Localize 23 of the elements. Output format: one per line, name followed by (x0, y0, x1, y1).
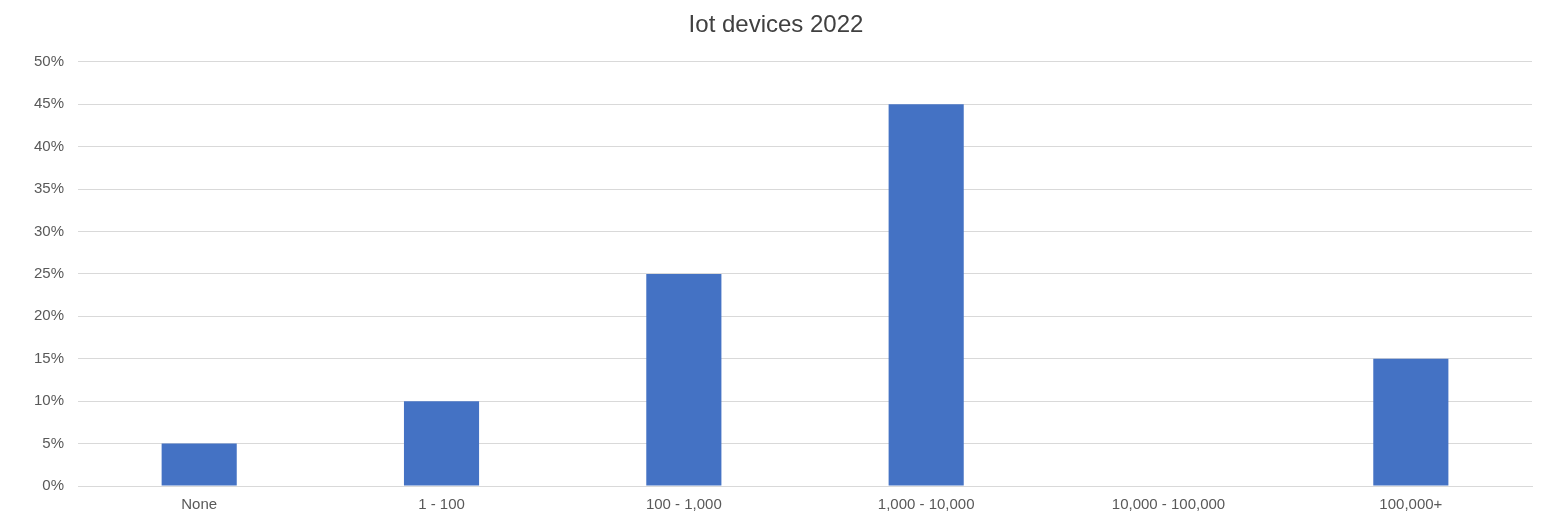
y-tick-label: 25% (33, 264, 65, 282)
bar (1373, 358, 1449, 486)
x-tick-label: 100 - 1,000 (645, 495, 722, 513)
bar (403, 401, 480, 486)
bar (646, 273, 722, 486)
x-tick-label: 10,000 - 100,000 (1111, 495, 1226, 513)
y-tick-label: 20% (33, 306, 65, 324)
y-tick-label: 50% (33, 51, 65, 69)
y-tick-label: 45% (33, 94, 65, 112)
x-tick-label: 100,000+ (1379, 495, 1443, 513)
y-tick-label: 10% (33, 391, 65, 409)
y-tick-label: 30% (33, 221, 65, 239)
y-tick-label: 40% (33, 136, 65, 154)
y-tick-label: 15% (33, 348, 65, 366)
bar (161, 443, 237, 486)
x-tick-label: 1 - 100 (418, 495, 465, 513)
y-tick-label: 5% (42, 433, 65, 451)
chart-title: Iot devices 2022 (688, 10, 864, 38)
x-tick-label: 1,000 - 10,000 (877, 495, 975, 513)
x-tick-label: None (181, 495, 218, 513)
y-tick-label: 0% (42, 476, 65, 494)
y-tick-label: 35% (33, 179, 65, 197)
bar (888, 104, 964, 486)
